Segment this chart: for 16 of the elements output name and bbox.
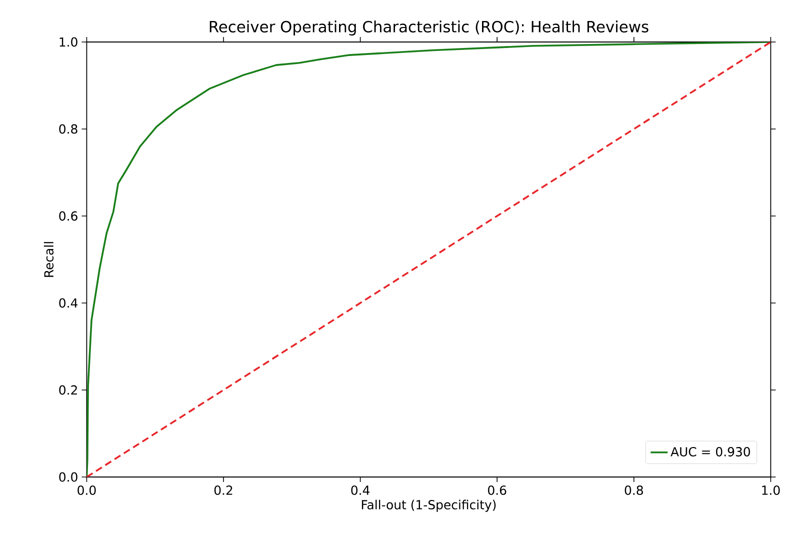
y-tick-label: 0.4: [59, 298, 78, 308]
x-tick-label: 0.2: [214, 486, 232, 495]
x-tick-label: 0.4: [351, 486, 370, 495]
y-tick-label: 1.0: [60, 37, 78, 47]
x-tick-label: 0.6: [488, 486, 506, 495]
x-tick-label: 1.0: [762, 486, 780, 495]
y-tick-label: 0.6: [59, 211, 78, 221]
x-tick-label: 0.0: [78, 486, 96, 495]
x-axis-title: Fall-out (1-Specificity): [362, 500, 496, 512]
x-tick-label: 0.8: [624, 486, 643, 495]
y-tick-label: 0.2: [59, 385, 77, 395]
y-tick-label: 0.0: [59, 472, 78, 482]
legend-label: AUC = 0.930: [670, 447, 750, 456]
y-tick-label: 0.8: [59, 124, 78, 134]
y-axis-title: Recall: [44, 242, 54, 277]
chart-title: Receiver Operating Characteristic (ROC): Health Reviews: [210, 20, 648, 36]
